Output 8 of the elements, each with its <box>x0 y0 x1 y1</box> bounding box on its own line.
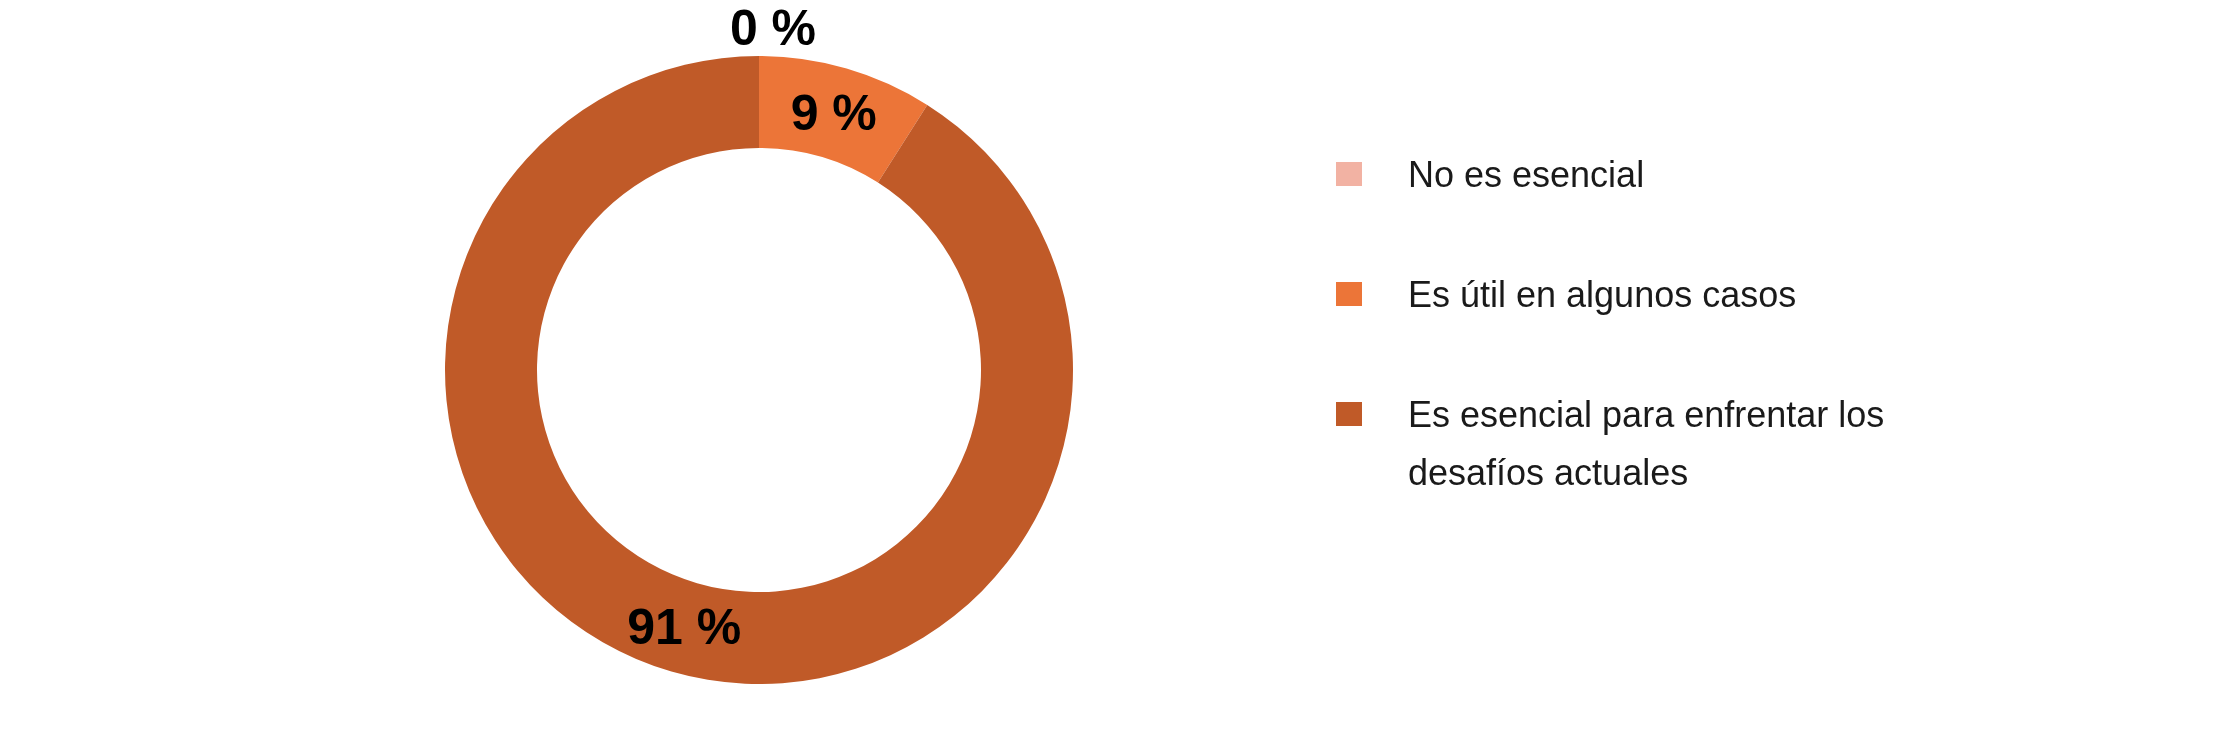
data-label: 91 % <box>627 599 742 656</box>
donut-slice <box>445 56 1073 684</box>
data-label: 9 % <box>790 84 877 141</box>
legend-label: No es esencial <box>1408 153 1645 195</box>
donut-slice <box>759 56 928 183</box>
text: 0 % <box>729 0 817 56</box>
legend-label: Es útil en algunos casos <box>1408 273 1797 315</box>
legend-label: Es esencial para enfrentar los desafíos actuales <box>1408 393 1885 493</box>
